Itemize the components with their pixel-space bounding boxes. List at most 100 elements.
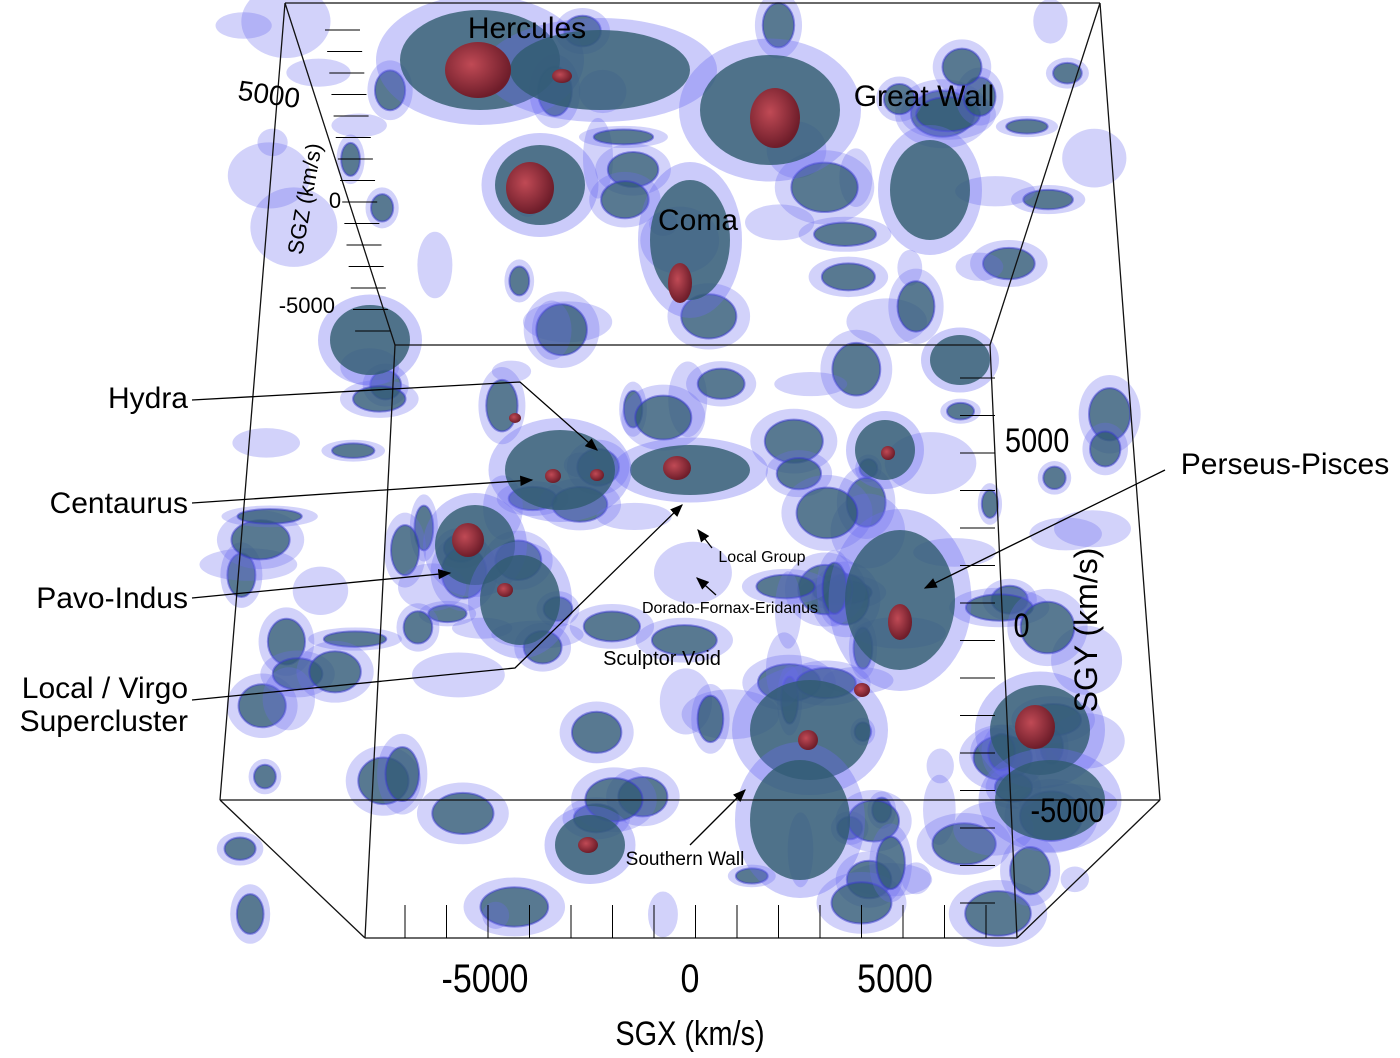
density-field [199,0,1141,947]
z-tick-label: -5000 [279,293,335,318]
filament [1052,61,1083,85]
filament [982,246,1036,281]
x-tick-label: 5000 [857,955,933,1000]
filament [236,508,303,525]
label: Local / Virgo [22,672,188,705]
cluster-core [888,604,912,640]
filament [931,822,997,866]
filament [427,604,468,624]
cluster-core [497,583,513,597]
cluster-core [545,469,561,483]
filament [1009,846,1052,896]
halo [531,300,572,360]
cluster-core [578,837,598,853]
box-wireframe [219,2,1161,939]
halo [292,566,349,616]
y-tick-label: -5000 [1031,791,1105,830]
halo [250,187,338,267]
cluster-core [590,469,604,481]
arrows [191,381,1166,846]
halo [286,58,351,87]
filament [1089,430,1122,468]
filament [373,69,407,112]
filament [331,442,376,459]
halo [955,176,1036,207]
halo [653,541,732,604]
filament [930,335,990,385]
filament [480,555,560,645]
halo [926,748,954,784]
z-tick-label: 0 [329,188,341,213]
cluster-core [509,413,521,423]
halo [232,428,301,458]
filament [322,630,388,648]
halo [412,652,505,698]
filament [582,610,642,643]
halo [901,862,931,895]
label: Hydra [108,382,188,415]
filament [479,886,550,928]
axis-title: SGY (km/s) [1068,548,1104,713]
filament [696,694,725,744]
filament [964,890,1032,937]
filament [650,180,730,300]
filament [384,746,420,803]
halo [1053,510,1131,548]
filament [485,378,519,433]
filament [962,76,997,117]
filament [535,303,588,357]
filament [775,457,823,491]
halo [955,252,1004,281]
filament [235,893,265,935]
cluster-core [1015,705,1055,749]
filament [680,293,738,340]
filament [896,280,936,333]
halo [774,571,802,649]
filament [1042,465,1067,491]
filament [750,680,870,780]
filament [696,367,746,400]
x-tick-label: 0 [681,955,700,1000]
filament [330,305,410,375]
filament [734,867,769,885]
tick-marks [325,29,995,938]
label: Great Wall [854,80,995,113]
filament [413,504,435,552]
halo [648,891,678,938]
x-tick-label: -5000 [442,955,529,1000]
halo [482,901,510,929]
label: Sculptor Void [603,648,721,670]
filament [508,265,531,297]
cluster-core [663,456,691,480]
filament [308,650,362,694]
filament [882,83,916,116]
filament [600,180,650,220]
filament [750,760,850,880]
halo [241,0,331,59]
filament [790,161,859,214]
halo [491,360,532,383]
label: Centaurus [50,487,188,520]
halo [1033,0,1068,44]
halo [1029,517,1102,551]
filament [831,341,882,397]
cluster-core [750,88,800,148]
label: Hercules [468,12,586,45]
halo [227,142,311,209]
halo [745,204,815,241]
filament [795,486,859,540]
filament [755,573,816,600]
axis-title: SGX (km/s) [615,1014,764,1053]
filament [370,193,395,223]
cluster-core [798,730,818,750]
halo [774,371,848,397]
filament [592,128,655,146]
cluster-core [445,42,511,98]
y-tick-label: 0 [1014,606,1030,645]
label: Supercluster [20,705,188,738]
halo [215,12,272,39]
filament [813,221,877,247]
cluster-core [668,263,692,303]
filament [237,683,287,729]
cluster-core [452,523,484,557]
